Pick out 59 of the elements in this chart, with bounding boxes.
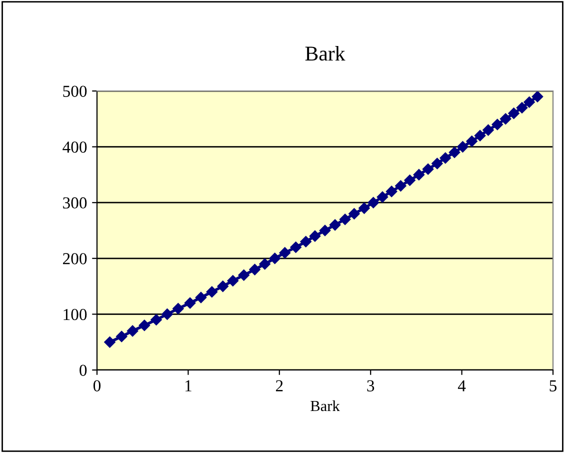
point [466, 136, 478, 147]
y-tick-label: 400 [62, 142, 87, 153]
point [309, 230, 321, 242]
point [395, 180, 406, 192]
x-tick-label: 3 [367, 380, 374, 392]
point [217, 280, 228, 292]
y-tick-label: 500 [63, 86, 87, 97]
point [300, 236, 312, 248]
y-tick-label: 200 [63, 253, 87, 264]
x-tick-label: 5 [550, 380, 557, 392]
point [368, 196, 379, 208]
x-tick-label: 4 [458, 380, 466, 392]
point [532, 91, 544, 102]
point [104, 336, 116, 348]
point [508, 108, 520, 119]
point [126, 325, 138, 337]
point [279, 247, 290, 258]
point [432, 158, 443, 170]
point [162, 308, 173, 320]
x-tick-label: 2 [276, 380, 283, 392]
point [448, 146, 460, 158]
point [339, 214, 351, 225]
y-tick-label: 0 [80, 364, 87, 376]
point [404, 174, 416, 186]
point [386, 186, 398, 198]
point [259, 258, 270, 270]
point [184, 297, 196, 309]
point [358, 202, 370, 214]
point [474, 130, 486, 142]
y-tick-label: 100 [64, 308, 87, 320]
point [238, 270, 250, 281]
point [516, 102, 528, 114]
x-axis-title: Bark [310, 400, 340, 412]
point [269, 252, 280, 264]
y-tick-label: 300 [63, 197, 87, 209]
point [138, 320, 150, 331]
point [348, 208, 360, 220]
point [422, 164, 434, 175]
point [206, 286, 218, 298]
point [195, 292, 207, 304]
x-tick-label: 1 [186, 380, 192, 392]
point [249, 264, 260, 276]
point [492, 118, 503, 130]
point [413, 169, 425, 180]
point [172, 303, 184, 314]
x-tick-label: 0 [93, 380, 101, 392]
point [482, 124, 494, 136]
point [319, 224, 331, 236]
point [457, 141, 468, 152]
point [116, 330, 128, 342]
chart-title: Bark [305, 46, 346, 61]
point [329, 219, 341, 231]
point [524, 96, 535, 108]
point [440, 152, 451, 164]
point [500, 113, 512, 125]
point [150, 314, 162, 326]
point [290, 242, 302, 253]
point [376, 191, 388, 203]
point [227, 275, 238, 286]
